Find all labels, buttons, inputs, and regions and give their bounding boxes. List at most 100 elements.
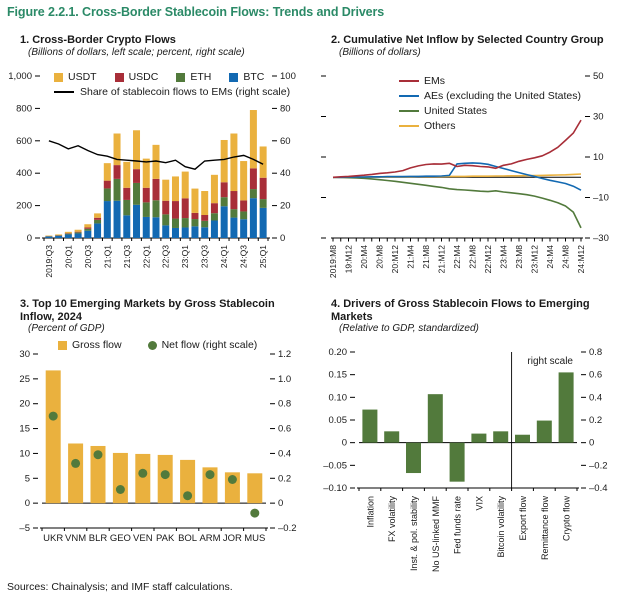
dot-swatch xyxy=(147,340,157,350)
svg-text:22:Q3: 22:Q3 xyxy=(161,244,171,267)
legend-label: ETH xyxy=(190,71,212,83)
legend-label: Gross flow xyxy=(72,339,122,351)
panel-3-heading: 3. Top 10 Emerging Markets by Gross Stab… xyxy=(20,298,275,323)
svg-text:20:M4: 20:M4 xyxy=(359,244,369,268)
panel-3-chart: –5 0 5 10 15 20 25 30 –0.2 0 0.2 0.4 0.6 0.8 1.0 1.2 UKR… xyxy=(19,349,297,544)
svg-text:21:M4: 21:M4 xyxy=(406,244,416,268)
panel-1-subtitle: (Billions of dollars, left scale; percen… xyxy=(28,46,245,58)
panel-1-chart: 0 200 400 600 800 1,000 0 20 40 60 80 100 2019:Q3 20:… xyxy=(8,71,296,278)
svg-text:–0.2: –0.2 xyxy=(278,523,297,534)
svg-text:23:M8: 23:M8 xyxy=(514,244,524,268)
legend-label: BTC xyxy=(243,71,265,83)
svg-text:VEN: VEN xyxy=(133,533,153,544)
svg-text:22:M8: 22:M8 xyxy=(468,244,478,268)
legend-item-net-flow-right-scale-: Net flow (right scale) xyxy=(147,338,258,352)
svg-text:–30: –30 xyxy=(593,233,609,244)
svg-text:FX volatility: FX volatility xyxy=(387,496,397,543)
svg-text:ARM: ARM xyxy=(199,533,220,544)
panel-4-chart: 0.200.150.100.050–0.05–0.100.80.60.40.20… xyxy=(323,347,608,573)
panel-3-legend: Gross flow Net flow (right scale) xyxy=(58,338,257,352)
svg-text:0.15: 0.15 xyxy=(329,370,348,381)
svg-text:Export flow: Export flow xyxy=(518,496,528,541)
svg-text:30: 30 xyxy=(593,111,604,122)
legend-item-eth: ETH xyxy=(176,70,211,84)
svg-text:Remittance flow: Remittance flow xyxy=(540,496,550,561)
svg-text:Fed funds rate: Fed funds rate xyxy=(453,496,463,554)
svg-text:20: 20 xyxy=(19,399,30,410)
svg-text:0: 0 xyxy=(25,498,30,509)
svg-text:PAK: PAK xyxy=(156,533,175,544)
legend-item-aes: AEs (excluding the United States) xyxy=(399,89,581,103)
svg-text:0.10: 0.10 xyxy=(329,393,348,404)
svg-text:0.2: 0.2 xyxy=(589,415,602,426)
panel-1-legend: USDT USDC ETH BTC Share of stablecoin flows … xyxy=(54,70,290,98)
svg-text:BOL: BOL xyxy=(178,533,197,544)
svg-text:15: 15 xyxy=(19,424,30,435)
svg-text:40: 40 xyxy=(280,168,291,179)
svg-text:0: 0 xyxy=(278,498,283,509)
svg-text:right scale: right scale xyxy=(527,356,573,367)
legend-label: USDT xyxy=(68,71,97,83)
eth-swatch xyxy=(176,72,186,82)
svg-text:21:Q1: 21:Q1 xyxy=(102,244,112,267)
panel-1-heading: 1. Cross-Border Crypto Flows xyxy=(20,34,176,46)
svg-text:JOR: JOR xyxy=(223,533,242,544)
svg-text:UKR: UKR xyxy=(43,533,63,544)
legend-label: Net flow (right scale) xyxy=(161,339,258,351)
panel-1-legend-swatch-row: USDT USDC ETH BTC xyxy=(54,70,290,84)
svg-text:No US-linked MMF: No US-linked MMF xyxy=(431,496,441,573)
svg-text:0.2: 0.2 xyxy=(278,474,291,485)
panel-2-heading: 2. Cumulative Net Inflow by Selected Cou… xyxy=(331,34,604,46)
legend-item-ems: EMs xyxy=(399,74,581,88)
svg-text:1.0: 1.0 xyxy=(278,374,291,385)
legend-label: USDC xyxy=(128,71,159,83)
svg-text:1,000: 1,000 xyxy=(8,71,32,82)
btc-swatch xyxy=(229,72,239,82)
legend-label: Others xyxy=(424,120,456,132)
line-swatch xyxy=(399,79,419,83)
svg-text:0.6: 0.6 xyxy=(589,370,602,381)
svg-text:23:M12: 23:M12 xyxy=(530,244,540,273)
svg-text:Bitcoin volatility: Bitcoin volatility xyxy=(496,496,506,558)
svg-text:0.8: 0.8 xyxy=(589,347,602,358)
svg-text:1.2: 1.2 xyxy=(278,349,291,360)
line-swatch xyxy=(399,94,419,98)
legend-item-others: Others xyxy=(399,119,581,133)
svg-text:30: 30 xyxy=(19,349,30,360)
legend-item-usdc: USDC xyxy=(114,70,159,84)
svg-text:23:M4: 23:M4 xyxy=(499,244,509,268)
svg-text:24:M8: 24:M8 xyxy=(561,244,571,268)
legend-item-united: United States xyxy=(399,104,581,118)
panel-3-subtitle: (Percent of GDP) xyxy=(28,323,105,335)
svg-text:–0.2: –0.2 xyxy=(589,461,608,472)
svg-text:22:M4: 22:M4 xyxy=(452,244,462,268)
line-swatch xyxy=(399,109,419,113)
panel-4-subtitle: (Relative to GDP, standardized) xyxy=(339,323,479,335)
svg-text:VNM: VNM xyxy=(65,533,86,544)
svg-text:2019:Q3: 2019:Q3 xyxy=(44,244,54,277)
svg-text:0: 0 xyxy=(280,233,285,244)
svg-text:800: 800 xyxy=(16,103,32,114)
panel-1-cross-border-crypto-flows: 1. Cross-Border Crypto Flows (Billions o… xyxy=(2,34,308,292)
svg-text:MUS: MUS xyxy=(244,533,265,544)
svg-text:–5: –5 xyxy=(19,523,30,534)
panel-2-legend: EMs AEs (excluding the United States) Unit… xyxy=(399,74,581,134)
svg-text:–0.10: –0.10 xyxy=(323,483,347,494)
svg-text:24:M4: 24:M4 xyxy=(545,244,555,268)
legend-item-btc: BTC xyxy=(229,70,264,84)
svg-text:21:M8: 21:M8 xyxy=(421,244,431,268)
usdc-swatch xyxy=(114,72,124,82)
svg-text:20:Q1: 20:Q1 xyxy=(63,244,73,267)
square-swatch xyxy=(58,340,67,350)
svg-text:20:M8: 20:M8 xyxy=(375,244,385,268)
svg-text:GEO: GEO xyxy=(110,533,131,544)
figure-title: Figure 2.2.1. Cross-Border Stablecoin Fl… xyxy=(7,5,385,19)
em-share-line-swatch xyxy=(54,90,74,94)
svg-text:0.6: 0.6 xyxy=(278,424,291,435)
svg-text:23:Q3: 23:Q3 xyxy=(200,244,210,267)
svg-text:20:M12: 20:M12 xyxy=(390,244,400,273)
svg-text:50: 50 xyxy=(593,71,604,82)
svg-text:0.4: 0.4 xyxy=(589,393,602,404)
svg-text:20: 20 xyxy=(280,200,291,211)
legend-item-em-share-line: Share of stablecoin flows to EMs (right … xyxy=(54,86,290,98)
